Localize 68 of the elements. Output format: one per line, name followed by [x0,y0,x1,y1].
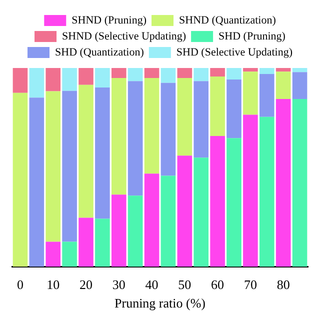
legend-label: SHND (Selective Updating) [62,30,186,42]
bar [226,138,242,267]
x-tick-label: 30 [112,277,126,292]
bar [210,68,225,77]
bar [160,68,176,83]
bar [276,72,291,100]
bar [29,68,44,98]
x-tick-label: 10 [46,277,60,292]
bar [160,82,176,176]
x-tick-label: 60 [211,277,224,292]
bar [128,196,143,267]
bar [226,80,242,138]
bar [210,76,225,136]
bar [194,68,209,82]
bar [46,242,61,267]
bar [78,68,94,85]
legend-label: SHND (Pruning) [72,14,147,26]
x-tick-label: 20 [80,277,92,292]
legend-label: SHND (Quantization) [179,14,276,26]
bar [194,158,209,267]
bar [12,92,28,267]
bar [111,68,126,78]
bar [292,68,308,72]
bar [95,68,110,88]
bar [144,174,160,267]
bar [62,90,77,242]
x-tick-label: 80 [276,277,290,292]
bar [259,68,274,74]
bar [144,68,160,78]
bar [95,218,110,267]
bar [243,72,258,115]
bar [144,78,160,174]
bar [226,68,242,80]
x-tick-label: 0 [16,277,24,292]
bar [78,218,94,267]
bar [46,91,61,242]
bar [292,99,308,267]
legend-label: SHD (Selective Updating) [176,46,293,58]
bar [111,78,126,195]
bar [276,99,291,267]
bar [12,68,28,93]
x-tick-label: 50 [178,277,192,292]
x-tick-label: 70 [244,277,257,292]
bar [177,156,192,267]
bar [62,242,77,267]
bar [177,78,192,156]
bar [128,81,143,196]
bar [111,194,126,267]
bar [210,136,225,267]
bar [259,74,274,117]
bar [160,176,176,267]
bar [62,68,77,91]
bar [276,68,291,72]
bar [78,84,94,218]
x-axis-title: Pruning ratio (%) [114,296,206,311]
legend-label: SHD (Pruning) [218,30,286,42]
bar [29,98,44,267]
bar [177,68,192,78]
bar [95,87,110,219]
bar [194,81,209,158]
x-tick-label: 40 [145,277,158,292]
bar [128,68,143,82]
bar [292,72,308,100]
bar [243,68,258,72]
bar [243,114,258,267]
bar [259,116,274,267]
legend-label: SHD (Quantization) [55,46,144,58]
bar [46,68,61,92]
